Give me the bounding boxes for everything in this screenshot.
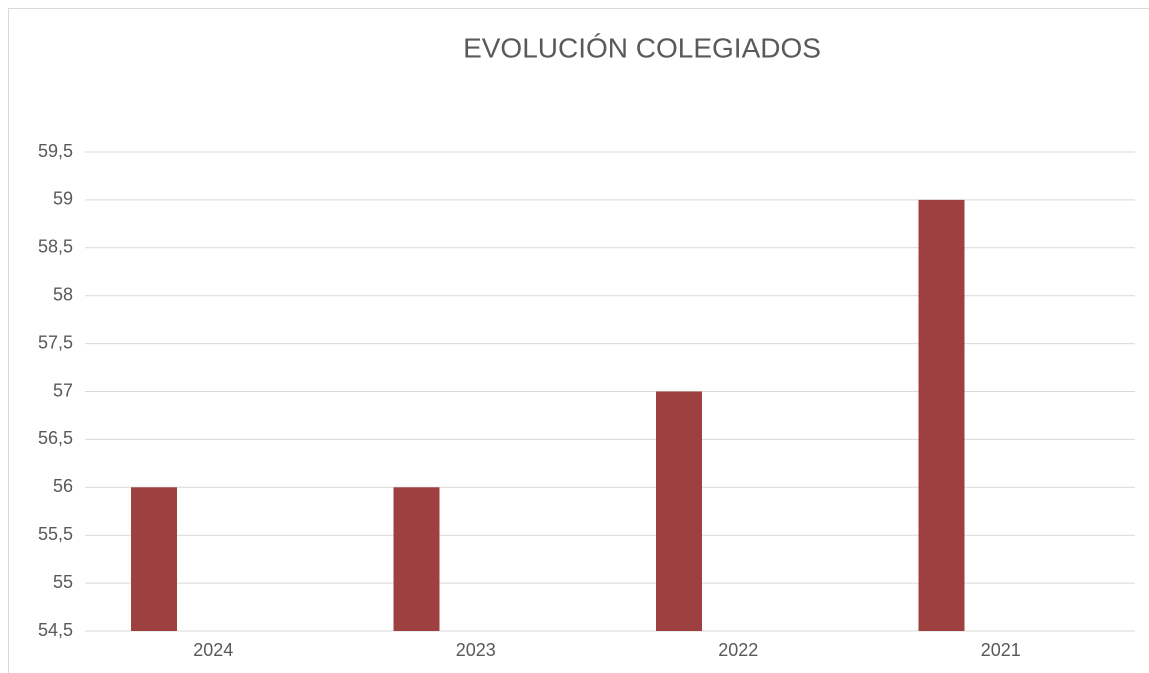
bar <box>393 487 440 631</box>
y-tick-label: 57,5 <box>38 332 73 352</box>
bar <box>918 199 965 631</box>
y-tick-label: 55,5 <box>38 524 73 544</box>
x-tick-label: 2024 <box>193 640 233 660</box>
x-tick-label: 2021 <box>981 640 1021 660</box>
x-tick-label: 2022 <box>718 640 758 660</box>
y-tick-label: 58 <box>53 284 73 304</box>
bar <box>656 391 702 631</box>
y-tick-label: 56,5 <box>38 428 73 448</box>
y-tick-label: 56 <box>53 476 73 496</box>
chart-title: EVOLUCIÓN COLEGIADOS <box>463 32 821 63</box>
chart-frame <box>8 8 1149 673</box>
y-tick-label: 55 <box>53 572 73 592</box>
y-tick-label: 59,5 <box>38 141 73 161</box>
y-tick-label: 59 <box>53 189 73 209</box>
x-tick-label: 2023 <box>456 640 496 660</box>
y-tick-label: 54,5 <box>38 620 73 640</box>
y-tick-label: 58,5 <box>38 237 73 257</box>
y-tick-label: 57 <box>53 380 73 400</box>
bar <box>131 487 177 631</box>
